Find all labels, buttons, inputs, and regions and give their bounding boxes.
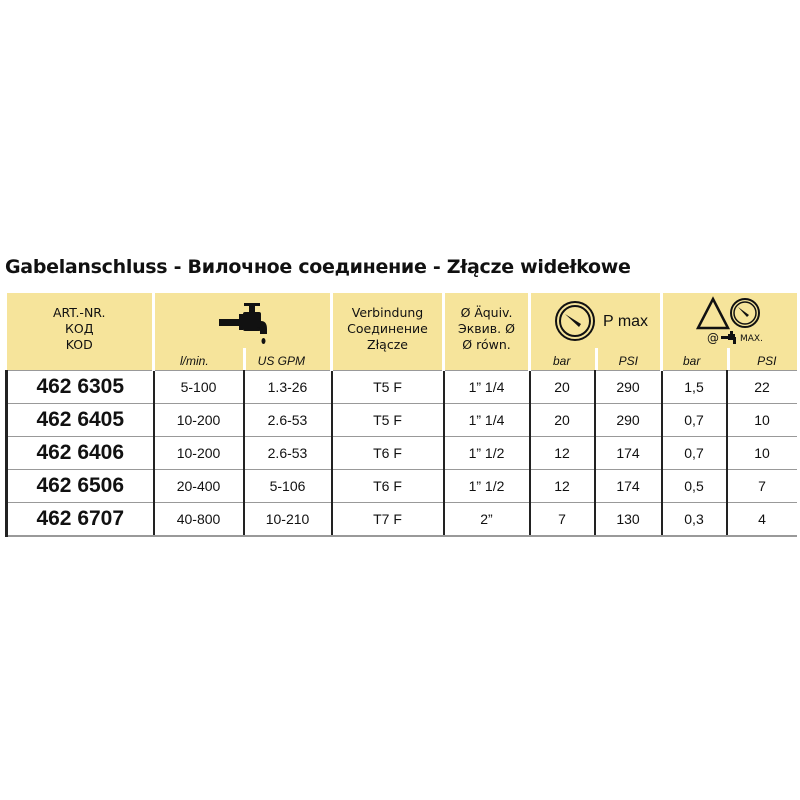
unit-lmin: l/min. [180,354,209,368]
article-number: 462 6305 [5,370,154,404]
flow-lmin: 40-800 [152,502,244,537]
article-number: 462 6405 [5,403,154,437]
table-row: 462 6406 10-200 2.6-53 T6 F 1” 1/2 12 174 0,7 10 [5,436,797,470]
page-title: Gabelanschluss - Вилочное соединение - Z… [5,256,631,278]
flow-usgpm: 2.6-53 [242,403,332,437]
connection: T5 F [330,370,444,404]
flow-lmin: 20-400 [152,469,244,503]
pmax-psi: 290 [593,370,662,404]
flow-usgpm: 5-106 [242,469,332,503]
unit-psi: PSI [757,354,777,368]
dp-psi: 10 [725,436,797,470]
pmax-psi: 174 [593,469,662,503]
at-symbol: @ [707,331,719,345]
pmax-psi: 130 [593,502,662,537]
table-row: 462 6405 10-200 2.6-53 T5 F 1” 1/4 20 290 0,7 10 [5,403,797,437]
pmax-psi: 290 [593,403,662,437]
article-number: 462 6506 [5,469,154,503]
unit-usgpm: US GPM [257,354,305,368]
header-flow: l/min. US GPM [152,293,332,371]
pmax-bar: 20 [528,370,595,404]
connection: T6 F [330,436,444,470]
label: Ø równ. [462,337,511,352]
equivalent: 1” 1/2 [442,469,530,503]
dp-bar: 0,7 [660,436,727,470]
header-equivalent: Ø Äquiv. Эквив. Ø Ø równ. [442,293,530,371]
label: Złącze [367,337,408,352]
header-connection: Verbindung Соединение Złącze [330,293,444,371]
equivalent: 2” [442,502,530,537]
header-pmax: P max bar PSI [528,293,662,371]
pmax-label: P max [603,313,649,330]
pressure-gauge-icon [555,301,595,341]
label: КОД [65,321,94,336]
dp-bar: 1,5 [660,370,727,404]
equivalent: 1” 1/4 [442,370,530,404]
dp-psi: 10 [725,403,797,437]
pmax-bar: 7 [528,502,595,537]
dp-psi: 22 [725,370,797,404]
label: Эквив. Ø [458,321,515,336]
max-label: MAX. [740,334,763,344]
dp-psi: 7 [725,469,797,503]
dp-bar: 0,7 [660,403,727,437]
equivalent: 1” 1/2 [442,436,530,470]
product-table: ART.-NR. КОД KOD l/min. US GPM Verbindun… [5,293,797,537]
pmax-psi: 174 [593,436,662,470]
flow-usgpm: 10-210 [242,502,332,537]
flow-usgpm: 1.3-26 [242,370,332,404]
header-row: ART.-NR. КОД KOD l/min. US GPM Verbindun… [6,293,797,371]
article-number: 462 6406 [5,436,154,470]
header-art-nr: ART.-NR. КОД KOD [6,293,154,371]
unit-bar: bar [683,354,701,368]
table-row: 462 6707 40-800 10-210 T7 F 2” 7 130 0,3 4 [5,502,797,537]
pmax-bar: 12 [528,469,595,503]
pmax-bar: 20 [528,403,595,437]
equivalent: 1” 1/4 [442,403,530,437]
pmax-bar: 12 [528,436,595,470]
unit-bar: bar [553,354,571,368]
dp-psi: 4 [725,502,797,537]
label: Verbindung [351,305,424,320]
article-number: 462 6707 [5,502,154,537]
dp-bar: 0,3 [660,502,727,537]
label: KOD [65,337,93,352]
dp-bar: 0,5 [660,469,727,503]
table-row: 462 6506 20-400 5-106 T6 F 1” 1/2 12 174 0,5 7 [5,469,797,503]
connection: T7 F [330,502,444,537]
table-row: 462 6305 5-100 1.3-26 T5 F 1” 1/4 20 290 1,5 22 [5,370,797,404]
label: Соединение [347,321,428,336]
flow-lmin: 5-100 [152,370,244,404]
flow-lmin: 10-200 [152,403,244,437]
flow-lmin: 10-200 [152,436,244,470]
flow-usgpm: 2.6-53 [242,436,332,470]
connection: T6 F [330,469,444,503]
unit-psi: PSI [618,354,638,368]
connection: T5 F [330,403,444,437]
delta-pressure-gauge-icon [695,296,760,330]
label: Ø Äquiv. [460,305,513,320]
tap-icon [219,303,267,344]
tap-icon [721,331,736,344]
header-pressure-drop: @ MAX. bar PSI [660,293,797,371]
label: ART.-NR. [52,305,106,320]
